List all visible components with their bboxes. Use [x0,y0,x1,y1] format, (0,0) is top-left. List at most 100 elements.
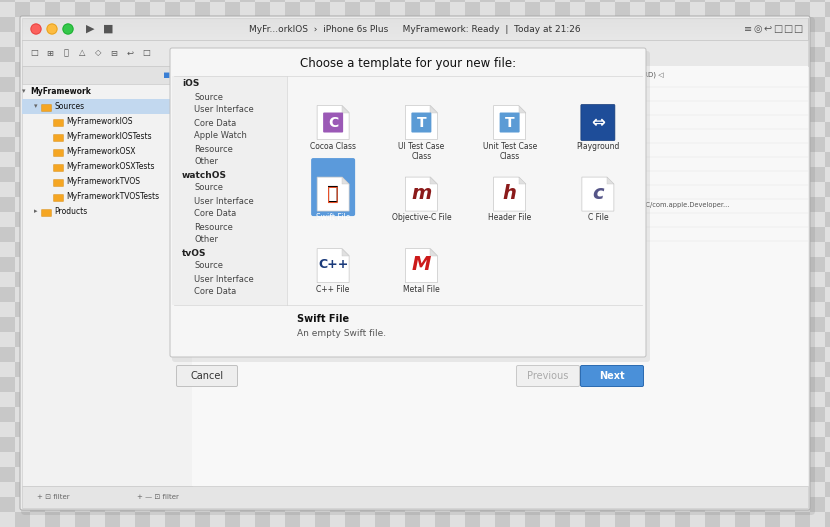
Bar [615,0,630,2]
Bar [510,452,525,467]
Bar [90,467,105,482]
Bar [22,32,808,33]
Bar [720,377,735,392]
Bar [375,62,390,77]
Bar [645,77,660,92]
Bar [825,2,830,17]
Bar [22,18,808,40]
Bar [450,62,465,77]
Bar [390,242,405,257]
Bar [825,17,830,32]
Bar [720,302,735,317]
Bar [570,287,585,302]
Text: watchOS: watchOS [182,171,227,180]
Bar [60,377,75,392]
Bar [765,452,780,467]
Bar [360,347,375,362]
Text: C++: C++ [318,258,349,271]
Bar [720,257,735,272]
Bar [210,32,225,47]
Bar [540,272,555,287]
Bar [780,392,795,407]
Bar [150,452,165,467]
Bar [75,107,90,122]
Bar [120,152,135,167]
Bar [180,302,195,317]
Bar [360,137,375,152]
Bar [465,0,480,2]
Bar [105,212,120,227]
Bar [600,122,615,137]
Bar [105,272,120,287]
Bar [705,197,720,212]
Bar [675,452,690,467]
Bar [135,362,150,377]
Bar [435,77,450,92]
Bar [735,227,750,242]
Bar [270,362,285,377]
Bar [180,137,195,152]
Bar [15,362,30,377]
Bar [525,242,540,257]
Bar [735,152,750,167]
Bar [390,152,405,167]
Bar [420,182,435,197]
Bar [780,227,795,242]
Bar [810,497,825,512]
Bar [435,242,450,257]
Bar [105,62,120,77]
Bar [375,47,390,62]
Text: An empty Swift file.: An empty Swift file. [297,328,386,337]
Bar [285,392,300,407]
Bar [540,482,555,497]
Bar [555,17,570,32]
Bar [255,242,270,257]
Bar [720,167,735,182]
Text: △: △ [79,48,85,57]
Bar [390,227,405,242]
Bar [210,242,225,257]
Bar [375,482,390,497]
Bar [225,272,240,287]
Bar [690,137,705,152]
Bar [630,467,645,482]
Bar [135,347,150,362]
Bar [825,467,830,482]
Bar [510,32,525,47]
Bar [165,227,180,242]
Bar [22,19,808,20]
Bar [570,422,585,437]
Bar [135,2,150,17]
Bar [600,497,615,512]
Bar [165,77,180,92]
Bar [630,212,645,227]
Polygon shape [342,177,349,184]
Bar [600,167,615,182]
Bar [270,482,285,497]
Bar [255,17,270,32]
Bar [420,392,435,407]
Bar [690,422,705,437]
Bar [765,77,780,92]
Bar [0,32,15,47]
Bar [405,227,420,242]
Bar [240,137,255,152]
Bar [210,167,225,182]
Bar [570,242,585,257]
Bar [315,452,330,467]
Text: ?: ? [184,163,188,170]
Bar [105,332,120,347]
Bar [390,512,405,527]
Bar [390,362,405,377]
Bar [22,486,808,508]
Bar [750,272,765,287]
Bar [240,2,255,17]
Bar [495,332,510,347]
Bar [210,0,225,2]
Bar [105,422,120,437]
Bar [22,20,808,21]
Bar [135,332,150,347]
Bar [540,227,555,242]
Bar [90,287,105,302]
Bar [375,317,390,332]
